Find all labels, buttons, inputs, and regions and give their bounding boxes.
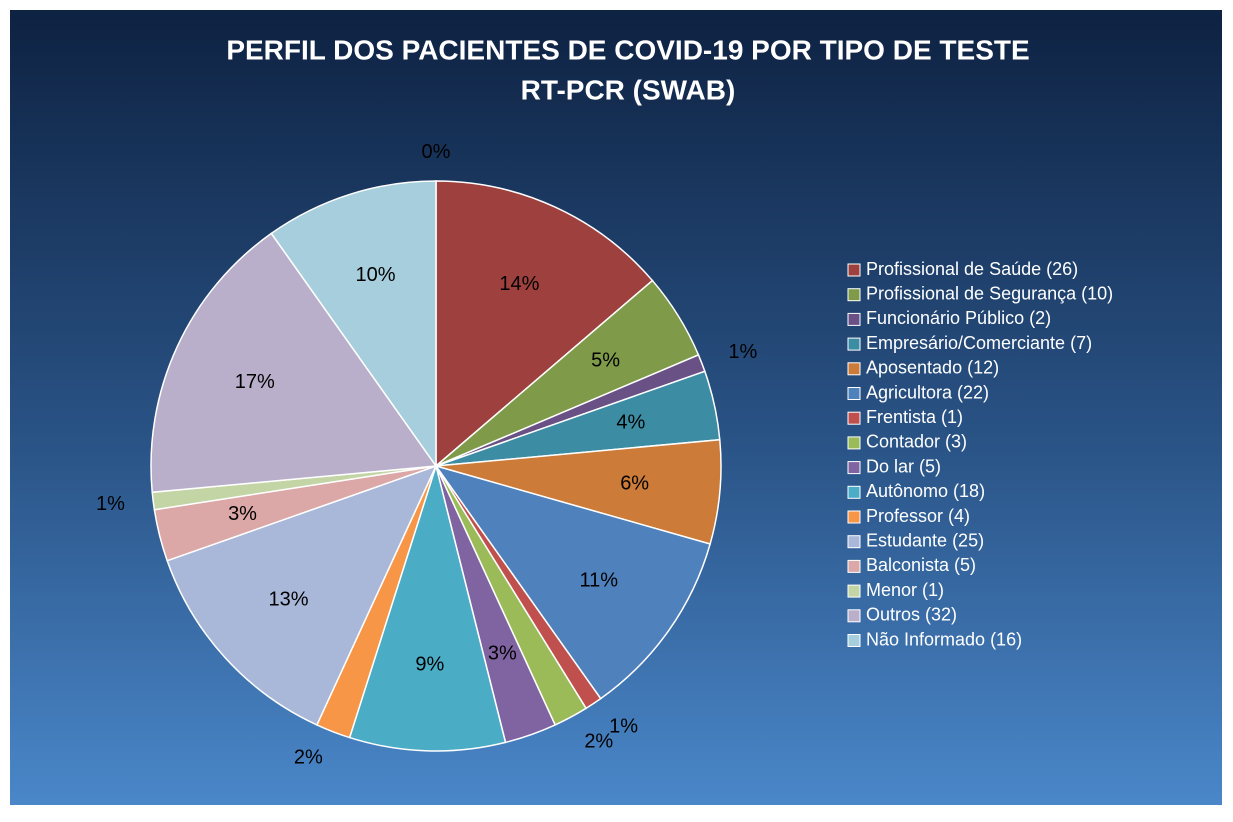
pie-slice	[434, 464, 712, 700]
legend-swatch	[847, 485, 861, 499]
legend-swatch	[847, 312, 861, 326]
legend-swatch	[847, 510, 861, 524]
legend-swatch	[847, 609, 861, 623]
legend-label: Frentista (1)	[866, 407, 963, 427]
chart-subtitle: RT-PCR (SWAB)	[521, 74, 736, 105]
pie-slice	[150, 232, 438, 494]
legend-label: Do lar (5)	[866, 456, 941, 476]
legend-swatch	[847, 461, 861, 475]
legend-label: Profissional de Segurança (10)	[866, 283, 1113, 303]
pie-slice	[270, 180, 437, 469]
pie-slice	[435, 180, 654, 468]
legend-swatch	[847, 288, 861, 302]
legend-swatch	[847, 634, 861, 647]
data-label: 10%	[356, 264, 396, 286]
legend-swatch	[847, 559, 861, 573]
data-label: 3%	[228, 503, 257, 525]
legend-label: Funcionário Público (2)	[866, 308, 1051, 328]
legend-label: Balconista (5)	[866, 555, 976, 575]
legend-swatch	[847, 436, 861, 450]
pie-slice	[166, 464, 438, 726]
data-label: 2%	[294, 747, 323, 769]
pie-slice	[348, 463, 507, 752]
data-label: 17%	[235, 371, 275, 393]
legend-label: Professor (4)	[866, 506, 970, 526]
data-label: 9%	[415, 654, 444, 676]
data-label: 1%	[96, 493, 125, 515]
legend-swatch	[847, 263, 861, 277]
data-label: 1%	[609, 716, 638, 738]
data-label: 4%	[616, 412, 645, 434]
data-label: 0%	[422, 141, 451, 163]
legend-swatch	[847, 387, 861, 400]
legend-label: Outros (32)	[866, 605, 957, 625]
legend-label: Aposentado (12)	[866, 358, 999, 378]
chart-title: PERFIL DOS PACIENTES DE COVID-19 POR TIP…	[226, 34, 1029, 65]
data-label: 6%	[620, 473, 649, 495]
data-label: 11%	[580, 570, 619, 592]
legend-label: Empresário/Comerciante (7)	[866, 333, 1092, 353]
legend-swatch	[847, 535, 861, 549]
legend-label: Contador (3)	[866, 432, 967, 452]
legend-swatch	[847, 337, 861, 351]
legend-label: Menor (1)	[866, 580, 944, 600]
data-label: 5%	[591, 349, 620, 371]
legend-swatch	[847, 362, 861, 376]
legend-label: Agricultora (22)	[866, 382, 989, 402]
legend-swatch	[847, 411, 861, 425]
legend-label: Não Informado (16)	[866, 629, 1022, 649]
data-label: 14%	[499, 273, 539, 295]
legend-label: Profissional de Saúde (26)	[866, 259, 1078, 279]
data-label: 1%	[728, 341, 757, 363]
legend-label: Autônomo (18)	[866, 481, 985, 501]
data-label: 2%	[584, 730, 613, 752]
data-label: 3%	[488, 642, 517, 664]
legend-label: Estudante (25)	[866, 530, 984, 550]
data-label: 13%	[269, 589, 309, 611]
legend-swatch	[847, 584, 861, 598]
